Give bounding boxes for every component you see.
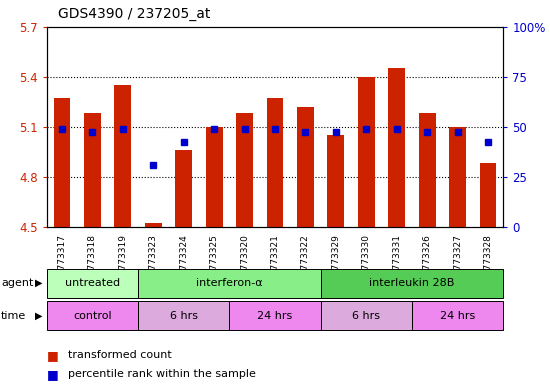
Bar	[138, 27, 168, 227]
Bar	[480, 163, 497, 227]
Bar	[419, 113, 436, 227]
Bar	[473, 27, 503, 227]
Text: ▶: ▶	[35, 311, 42, 321]
Text: interleukin 28B: interleukin 28B	[369, 278, 455, 288]
Text: transformed count: transformed count	[68, 350, 172, 360]
Text: untreated: untreated	[65, 278, 120, 288]
Bar	[321, 27, 351, 227]
Bar	[267, 98, 283, 227]
Bar	[206, 127, 223, 227]
Bar	[47, 269, 138, 298]
Bar	[297, 107, 314, 227]
Bar	[168, 27, 199, 227]
Bar	[84, 113, 101, 227]
Bar	[229, 301, 321, 330]
Bar	[412, 27, 442, 227]
Bar	[321, 301, 412, 330]
Bar	[260, 27, 290, 227]
Bar	[229, 27, 260, 227]
Text: ■: ■	[47, 349, 58, 362]
Bar	[108, 27, 138, 227]
Bar	[236, 113, 253, 227]
Bar	[327, 135, 344, 227]
Bar	[138, 301, 229, 330]
Bar	[175, 150, 192, 227]
Text: interferon-α: interferon-α	[196, 278, 263, 288]
Text: percentile rank within the sample: percentile rank within the sample	[68, 369, 256, 379]
Text: ▶: ▶	[35, 278, 42, 288]
Bar	[199, 27, 229, 227]
Bar	[138, 269, 321, 298]
Bar	[321, 269, 503, 298]
Bar	[388, 68, 405, 227]
Text: agent: agent	[1, 278, 34, 288]
Bar	[47, 301, 138, 330]
Text: GDS4390 / 237205_at: GDS4390 / 237205_at	[58, 7, 210, 21]
Text: 24 hrs: 24 hrs	[440, 311, 475, 321]
Bar	[449, 127, 466, 227]
Text: time: time	[1, 311, 26, 321]
Text: control: control	[73, 311, 112, 321]
Bar	[442, 27, 473, 227]
Bar	[47, 27, 77, 227]
Bar	[382, 27, 412, 227]
Bar	[412, 301, 503, 330]
Bar	[145, 223, 162, 227]
Bar	[53, 98, 70, 227]
Text: ■: ■	[47, 368, 58, 381]
Text: 24 hrs: 24 hrs	[257, 311, 293, 321]
Bar	[77, 27, 108, 227]
Bar	[290, 27, 321, 227]
Text: 6 hrs: 6 hrs	[353, 311, 380, 321]
Bar	[114, 85, 131, 227]
Bar	[358, 77, 375, 227]
Bar	[351, 27, 382, 227]
Text: 6 hrs: 6 hrs	[170, 311, 197, 321]
